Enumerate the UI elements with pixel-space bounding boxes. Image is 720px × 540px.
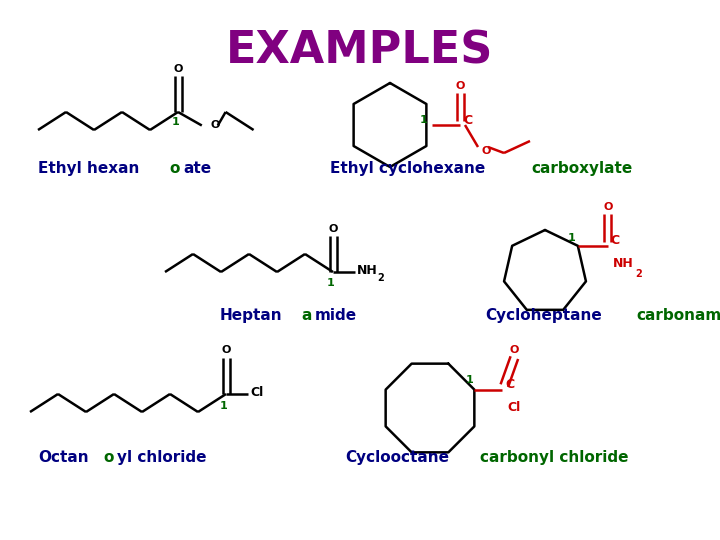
Text: Cycloheptane: Cycloheptane xyxy=(485,308,602,323)
Text: C: C xyxy=(505,378,515,391)
Text: 1: 1 xyxy=(568,233,576,243)
Text: carboxylate: carboxylate xyxy=(531,161,633,176)
Text: Ethyl cyclohexane: Ethyl cyclohexane xyxy=(330,161,485,176)
Text: C: C xyxy=(463,113,472,126)
Text: Heptan: Heptan xyxy=(220,308,283,323)
Text: carbonyl chloride: carbonyl chloride xyxy=(480,450,629,465)
Text: 1: 1 xyxy=(465,375,473,384)
Text: Cyclooctane: Cyclooctane xyxy=(345,450,449,465)
Text: ate: ate xyxy=(183,161,211,176)
Text: 1: 1 xyxy=(220,401,228,411)
Text: 2: 2 xyxy=(635,269,642,279)
Text: o: o xyxy=(104,450,114,465)
Text: Octan: Octan xyxy=(38,450,89,465)
Text: O: O xyxy=(221,345,230,355)
Text: O: O xyxy=(174,64,183,74)
Text: Ethyl hexan: Ethyl hexan xyxy=(38,161,140,176)
Text: O: O xyxy=(603,202,613,212)
Text: NH: NH xyxy=(357,264,378,276)
Text: O: O xyxy=(481,146,490,156)
Text: O: O xyxy=(328,224,338,234)
Text: O: O xyxy=(455,81,464,91)
Text: 1: 1 xyxy=(172,117,180,127)
Text: Cl: Cl xyxy=(508,401,521,414)
Text: EXAMPLES: EXAMPLES xyxy=(226,30,494,73)
Text: o: o xyxy=(170,161,180,176)
Text: Cl: Cl xyxy=(250,387,264,400)
Text: O: O xyxy=(510,345,519,355)
Text: NH: NH xyxy=(613,258,634,271)
Text: carbonamide: carbonamide xyxy=(636,308,720,323)
Text: a: a xyxy=(302,308,312,323)
Text: 2: 2 xyxy=(377,273,384,283)
Text: 1: 1 xyxy=(327,278,335,288)
Text: C: C xyxy=(611,234,620,247)
Text: 1: 1 xyxy=(420,115,428,125)
Text: mide: mide xyxy=(315,308,357,323)
Text: yl chloride: yl chloride xyxy=(117,450,207,465)
Text: O: O xyxy=(211,119,220,130)
